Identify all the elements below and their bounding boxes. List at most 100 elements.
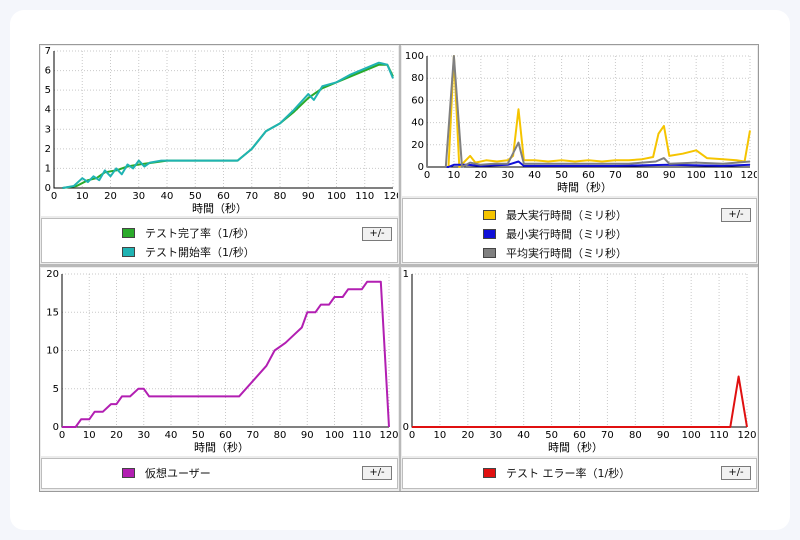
y-tick-label: 1 — [45, 163, 51, 174]
execution-time-chart: 0 10 20 30 40 50 60 70 80 90 100 110 120 0 20 40 60 80 100… — [405, 51, 757, 194]
series-swatch — [483, 248, 496, 258]
x-tick-label: 120 — [740, 170, 757, 181]
x-tick-label: 100 — [687, 170, 706, 181]
x-tick-label: 100 — [327, 191, 346, 202]
y-tick-label: 20 — [46, 269, 59, 280]
x-tick-label: 110 — [352, 430, 371, 441]
legend-item-test-complete-rate[interactable]: テスト完了率（1/秒） — [122, 225, 255, 241]
x-tick-label: 80 — [274, 430, 287, 441]
x-axis-label: 時間（秒） — [192, 201, 247, 215]
virtual-users-chart: 0 10 20 30 40 50 60 70 80 90 100 110 120 0 5 10 15 20 時間（秒… — [46, 269, 398, 454]
legend-item-virtual-users[interactable]: 仮想ユーザー — [122, 465, 211, 481]
x-tick-label: 10 — [448, 170, 461, 181]
legend-label: テスト エラー率（1/秒） — [506, 467, 631, 480]
toggle-button[interactable]: +/- — [362, 227, 392, 241]
x-tick-label: 40 — [165, 430, 178, 441]
x-tick-label: 80 — [636, 170, 649, 181]
legend-label: テスト完了率（1/秒） — [145, 227, 255, 240]
chart-panel-error-rate: 0 10 20 30 40 50 60 70 80 90 100 110 120 0 1 時間（秒） — [402, 268, 757, 456]
series-swatch — [483, 210, 496, 220]
x-tick-label: 30 — [489, 430, 502, 441]
y-tick-label: 0 — [418, 162, 424, 173]
legend-item-test-error-rate[interactable]: テスト エラー率（1/秒） — [483, 465, 630, 481]
y-tick-label: 0 — [45, 183, 51, 194]
y-tick-label: 40 — [411, 118, 424, 129]
x-tick-label: 10 — [434, 430, 447, 441]
x-tick-label: 10 — [83, 430, 96, 441]
chart-panel-virtual-users: 0 10 20 30 40 50 60 70 80 90 100 110 120 0 5 10 15 20 時間（秒… — [41, 268, 398, 456]
legend-item-avg-exec-time[interactable]: 平均実行時間（ミリ秒） — [483, 245, 627, 261]
legend-label: 最大実行時間（ミリ秒） — [506, 209, 627, 222]
series-line — [62, 280, 390, 428]
y-tick-label: 60 — [411, 95, 424, 106]
y-tick-label: 1 — [403, 269, 409, 280]
x-tick-label: 120 — [737, 430, 756, 441]
legend-virtual-users: 仮想ユーザー +/- — [41, 458, 398, 489]
y-tick-label: 4 — [45, 105, 51, 116]
legend-label: テスト開始率（1/秒） — [145, 246, 255, 259]
x-tick-label: 60 — [219, 430, 232, 441]
x-tick-label: 0 — [424, 170, 430, 181]
x-tick-label: 60 — [573, 430, 586, 441]
x-tick-label: 90 — [663, 170, 676, 181]
axis-line — [53, 51, 393, 189]
series-swatch — [122, 468, 135, 478]
performance-monitor-window: 010203040506070809010011012001234567時間（秒… — [39, 44, 759, 492]
x-tick-label: 70 — [246, 430, 259, 441]
series-swatch — [122, 228, 135, 238]
x-tick-label: 100 — [682, 430, 701, 441]
toggle-button[interactable]: +/- — [362, 466, 392, 480]
legend-label: 最小実行時間（ミリ秒） — [506, 228, 627, 241]
x-axis-label: 時間（秒） — [194, 440, 249, 454]
horizontal-divider — [40, 264, 758, 267]
x-tick-label: 110 — [355, 191, 374, 202]
x-tick-label: 70 — [609, 170, 622, 181]
x-tick-label: 120 — [383, 191, 398, 202]
y-tick-label: 10 — [46, 346, 59, 357]
x-tick-label: 30 — [501, 170, 514, 181]
toggle-button[interactable]: +/- — [721, 466, 751, 480]
series-swatch — [483, 468, 496, 478]
x-tick-label: 80 — [274, 191, 287, 202]
x-tick-label: 70 — [245, 191, 258, 202]
toggle-button[interactable]: +/- — [721, 208, 751, 222]
legend-test-rate: テスト完了率（1/秒） テスト開始率（1/秒） +/- — [41, 218, 398, 263]
x-tick-label: 110 — [710, 430, 729, 441]
series-line — [427, 55, 751, 168]
series-line — [412, 375, 748, 428]
x-tick-label: 60 — [582, 170, 595, 181]
x-tick-label: 60 — [217, 191, 230, 202]
x-tick-label: 80 — [629, 430, 642, 441]
legend-item-min-exec-time[interactable]: 最小実行時間（ミリ秒） — [483, 226, 627, 242]
x-tick-label: 50 — [192, 430, 205, 441]
x-tick-label: 40 — [517, 430, 530, 441]
x-tick-label: 120 — [379, 430, 398, 441]
y-tick-label: 6 — [45, 66, 51, 77]
series-swatch — [122, 247, 135, 257]
x-tick-label: 90 — [657, 430, 670, 441]
y-tick-label: 100 — [405, 51, 424, 62]
x-tick-label: 20 — [110, 430, 123, 441]
axis-line — [426, 56, 750, 168]
legend-item-test-start-rate[interactable]: テスト開始率（1/秒） — [122, 244, 255, 260]
series-line — [62, 63, 394, 189]
x-tick-label: 20 — [474, 170, 487, 181]
chart-panel-test-rate: 0 10 20 30 40 50 60 70 80 90 100 110 120 0 1 2 3 4 5 6 7 時間（秒… — [41, 46, 398, 216]
test-rate-chart: 0 10 20 30 40 50 60 70 80 90 100 110 120 0 1 2 3 4 5 6 7 時間（秒… — [45, 46, 398, 215]
legend-item-max-exec-time[interactable]: 最大実行時間（ミリ秒） — [483, 207, 627, 223]
x-tick-label: 100 — [325, 430, 344, 441]
x-tick-label: 90 — [301, 430, 314, 441]
x-tick-label: 20 — [104, 191, 117, 202]
x-tick-label: 0 — [59, 430, 65, 441]
x-tick-label: 0 — [409, 430, 415, 441]
legend-execution-time: 最大実行時間（ミリ秒） 最小実行時間（ミリ秒） 平均実行時間（ミリ秒） +/- — [402, 198, 757, 263]
x-tick-label: 10 — [76, 191, 89, 202]
error-rate-chart: 0 10 20 30 40 50 60 70 80 90 100 110 120 0 1 時間（秒） — [403, 269, 757, 454]
y-tick-label: 2 — [45, 144, 51, 155]
vertical-divider — [399, 45, 401, 491]
x-tick-label: 30 — [132, 191, 145, 202]
series-line — [427, 160, 751, 168]
x-tick-label: 50 — [545, 430, 558, 441]
x-tick-label: 20 — [461, 430, 474, 441]
y-tick-label: 5 — [45, 85, 51, 96]
